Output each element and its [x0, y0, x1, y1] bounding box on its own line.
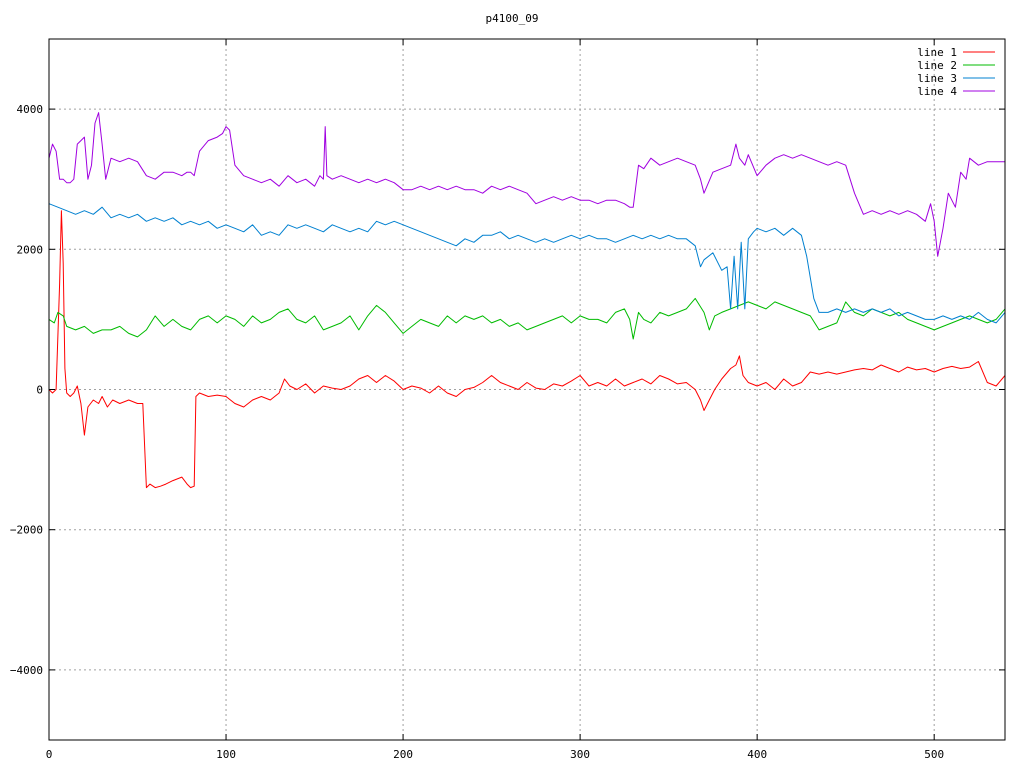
x-tick-label: 300	[570, 748, 590, 761]
x-tick-label: 100	[216, 748, 236, 761]
chart-title: p4100_09	[486, 12, 539, 25]
legend-label: line 4	[917, 85, 957, 98]
series-line-4	[48, 112, 1005, 257]
axis-ticks: 0 100 200 300 400 500 −4000 −2000 0 2000 4000	[10, 39, 1005, 761]
x-tick-label: 400	[747, 748, 767, 761]
legend-label: line 1	[917, 46, 957, 59]
y-tick-label: 4000	[17, 103, 44, 116]
y-tick-label: 2000	[17, 243, 44, 256]
series-lines	[48, 112, 1006, 489]
legend-label: line 3	[917, 72, 957, 85]
series-line-2	[48, 297, 1006, 340]
legend-label: line 2	[917, 59, 957, 72]
y-tick-label: 0	[36, 384, 43, 397]
y-tick-label: −2000	[10, 524, 43, 537]
y-tick-label: −4000	[10, 664, 43, 677]
x-tick-label: 0	[46, 748, 53, 761]
x-tick-label: 500	[924, 748, 944, 761]
x-tick-label: 200	[393, 748, 413, 761]
series-line-3	[48, 203, 1006, 324]
series-line-1	[48, 210, 1006, 489]
